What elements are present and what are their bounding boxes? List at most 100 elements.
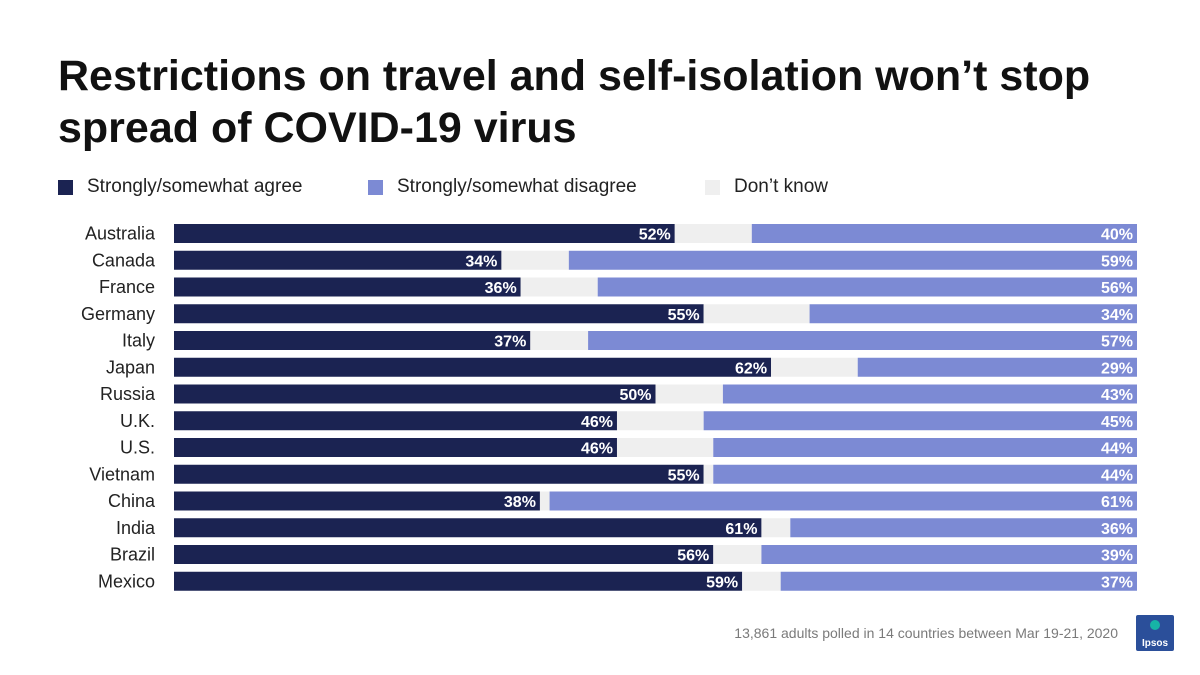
legend-item-agree: Strongly/somewhat agree bbox=[58, 176, 368, 198]
stacked-bar-chart: Australia 52% 40% Canada 34% 59% France 36% 56% G… bbox=[81, 224, 1137, 591]
bar-agree bbox=[174, 491, 540, 511]
data-label-disagree: 36% bbox=[1101, 521, 1133, 538]
category-label: Mexico bbox=[98, 571, 155, 591]
category-label: Canada bbox=[92, 250, 156, 270]
category-label: U.S. bbox=[120, 438, 155, 458]
footnote: 13,861 adults polled in 14 countries bet… bbox=[734, 625, 1118, 641]
bar-row: China 38% 61% bbox=[108, 491, 1137, 511]
chart-title: Restrictions on travel and self-isolatio… bbox=[58, 52, 1091, 152]
bar-agree bbox=[174, 224, 675, 243]
bar-dont-know bbox=[703, 304, 810, 324]
data-label-agree: 37% bbox=[494, 334, 526, 351]
bar-dont-know bbox=[655, 384, 723, 404]
category-label: Vietnam bbox=[89, 464, 155, 484]
bar-row: Japan 62% 29% bbox=[106, 357, 1137, 377]
bar-disagree bbox=[761, 545, 1137, 564]
category-label: Brazil bbox=[110, 545, 155, 565]
bar-agree bbox=[174, 518, 762, 538]
data-label-agree: 62% bbox=[735, 360, 767, 377]
data-label-disagree: 59% bbox=[1101, 253, 1133, 270]
legend: Strongly/somewhat agree Strongly/somewha… bbox=[58, 175, 828, 199]
bar-disagree bbox=[857, 357, 1137, 377]
data-label-agree: 61% bbox=[725, 521, 757, 538]
category-label: China bbox=[108, 491, 156, 511]
bar-row: Russia 50% 43% bbox=[100, 384, 1137, 404]
bar-dont-know bbox=[771, 357, 858, 377]
legend-label-agree: Strongly/somewhat agree bbox=[87, 176, 303, 197]
category-label: U.K. bbox=[120, 411, 155, 431]
legend-label-dont-know: Don’t know bbox=[734, 176, 828, 197]
data-label-agree: 50% bbox=[619, 387, 651, 404]
bar-agree bbox=[174, 438, 617, 457]
bar-row: Italy 37% 57% bbox=[122, 331, 1137, 351]
category-label: India bbox=[116, 518, 156, 538]
bar-row: U.S. 46% 44% bbox=[120, 438, 1137, 458]
bar-agree bbox=[174, 250, 502, 270]
bar-row: U.K. 46% 45% bbox=[120, 411, 1137, 431]
bar-dont-know bbox=[501, 250, 569, 270]
data-label-disagree: 40% bbox=[1101, 227, 1133, 244]
bar-disagree bbox=[588, 331, 1137, 350]
data-label-disagree: 29% bbox=[1101, 360, 1133, 377]
ipsos-logo-text: Ipsos bbox=[1142, 638, 1169, 649]
legend-swatch-agree bbox=[58, 179, 73, 195]
data-label-disagree: 44% bbox=[1101, 467, 1133, 484]
category-label: Italy bbox=[122, 331, 155, 351]
data-label-disagree: 43% bbox=[1101, 387, 1133, 404]
data-label-agree: 38% bbox=[504, 494, 536, 511]
bar-dont-know bbox=[742, 571, 781, 591]
bar-disagree bbox=[790, 518, 1137, 538]
bar-disagree bbox=[780, 571, 1137, 591]
bar-dont-know bbox=[616, 411, 704, 431]
bar-dont-know bbox=[616, 438, 714, 457]
bar-disagree bbox=[713, 438, 1137, 457]
category-label: Japan bbox=[106, 357, 155, 377]
bar-row: Mexico 59% 37% bbox=[98, 571, 1137, 591]
bar-disagree bbox=[703, 411, 1137, 431]
data-label-disagree: 39% bbox=[1101, 548, 1133, 565]
category-label: Germany bbox=[81, 304, 155, 324]
ipsos-logo: Ipsos bbox=[1136, 615, 1174, 651]
data-label-agree: 46% bbox=[581, 414, 613, 431]
bar-disagree bbox=[722, 384, 1137, 404]
legend-swatch-disagree bbox=[368, 179, 383, 195]
legend-item-dont-know: Don’t know bbox=[705, 176, 828, 198]
bar-disagree bbox=[568, 250, 1137, 270]
category-label: France bbox=[99, 277, 155, 297]
legend-item-disagree: Strongly/somewhat disagree bbox=[368, 176, 705, 198]
bar-dont-know bbox=[674, 224, 752, 243]
bar-disagree bbox=[713, 464, 1137, 484]
category-label: Australia bbox=[85, 224, 156, 244]
data-label-agree: 34% bbox=[465, 253, 497, 270]
data-label-agree: 46% bbox=[581, 441, 613, 458]
bar-agree bbox=[174, 304, 704, 324]
bar-dont-know bbox=[520, 277, 598, 297]
bar-row: Australia 52% 40% bbox=[85, 224, 1137, 244]
data-label-disagree: 61% bbox=[1101, 494, 1133, 511]
bar-agree bbox=[174, 464, 704, 484]
bar-dont-know bbox=[761, 518, 791, 538]
data-label-disagree: 57% bbox=[1101, 334, 1133, 351]
data-label-agree: 36% bbox=[485, 280, 517, 297]
data-label-agree: 55% bbox=[668, 467, 700, 484]
data-label-disagree: 44% bbox=[1101, 441, 1133, 458]
data-label-disagree: 34% bbox=[1101, 307, 1133, 324]
bar-dont-know bbox=[539, 491, 550, 511]
data-label-agree: 55% bbox=[668, 307, 700, 324]
legend-swatch-dont-know bbox=[705, 179, 720, 195]
bar-dont-know bbox=[703, 464, 714, 484]
bar-row: France 36% 56% bbox=[99, 277, 1137, 297]
bar-disagree bbox=[809, 304, 1137, 324]
bar-disagree bbox=[751, 224, 1137, 243]
bar-dont-know bbox=[530, 331, 589, 350]
bar-disagree bbox=[597, 277, 1137, 297]
data-label-agree: 56% bbox=[677, 548, 709, 565]
bar-agree bbox=[174, 571, 743, 591]
legend-label-disagree: Strongly/somewhat disagree bbox=[397, 176, 637, 197]
category-label: Russia bbox=[100, 384, 156, 404]
data-label-disagree: 37% bbox=[1101, 574, 1133, 591]
bar-agree bbox=[174, 357, 772, 377]
bar-agree bbox=[174, 331, 531, 350]
bar-agree bbox=[174, 411, 617, 431]
data-label-agree: 52% bbox=[639, 227, 671, 244]
